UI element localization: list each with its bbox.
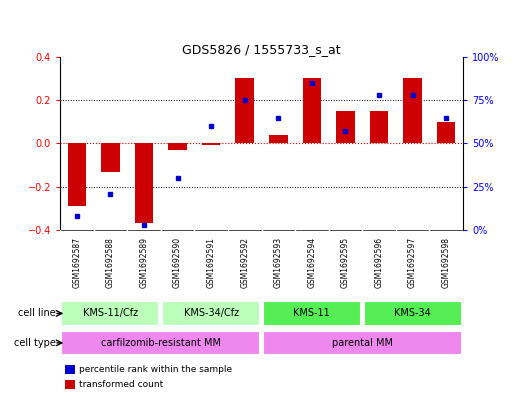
Text: GSM1692595: GSM1692595 — [341, 237, 350, 288]
Text: GSM1692597: GSM1692597 — [408, 237, 417, 288]
Text: GSM1692594: GSM1692594 — [308, 237, 316, 288]
Bar — [370, 111, 388, 143]
Bar — [336, 111, 355, 143]
Text: GSM1692593: GSM1692593 — [274, 237, 283, 288]
Text: cell line: cell line — [18, 309, 56, 318]
Bar — [303, 77, 321, 143]
Text: carfilzomib-resistant MM: carfilzomib-resistant MM — [101, 338, 221, 348]
Bar — [263, 301, 361, 326]
Bar — [62, 331, 260, 355]
Title: GDS5826 / 1555733_s_at: GDS5826 / 1555733_s_at — [182, 43, 341, 56]
Text: GSM1692588: GSM1692588 — [106, 237, 115, 288]
Bar — [101, 143, 120, 171]
Bar — [437, 122, 456, 143]
Bar — [263, 331, 461, 355]
Text: GSM1692587: GSM1692587 — [72, 237, 82, 288]
Text: GSM1692591: GSM1692591 — [207, 237, 215, 288]
Text: GSM1692596: GSM1692596 — [374, 237, 383, 288]
Text: cell type: cell type — [14, 338, 56, 348]
Text: parental MM: parental MM — [332, 338, 393, 348]
Text: GSM1692590: GSM1692590 — [173, 237, 182, 288]
Bar — [202, 143, 220, 145]
Bar — [269, 135, 288, 143]
Bar — [135, 143, 153, 223]
Text: transformed count: transformed count — [79, 380, 163, 389]
Bar — [235, 77, 254, 143]
Bar — [162, 301, 260, 326]
Text: KMS-11: KMS-11 — [293, 309, 330, 318]
Text: GSM1692592: GSM1692592 — [240, 237, 249, 288]
Text: KMS-34: KMS-34 — [394, 309, 431, 318]
Bar — [168, 143, 187, 150]
Text: KMS-34/Cfz: KMS-34/Cfz — [184, 309, 238, 318]
Bar — [403, 77, 422, 143]
Text: GSM1692589: GSM1692589 — [140, 237, 149, 288]
Bar — [62, 301, 160, 326]
Text: GSM1692598: GSM1692598 — [441, 237, 451, 288]
Text: percentile rank within the sample: percentile rank within the sample — [79, 365, 232, 374]
Bar — [363, 301, 461, 326]
Text: KMS-11/Cfz: KMS-11/Cfz — [83, 309, 138, 318]
Bar — [67, 143, 86, 206]
